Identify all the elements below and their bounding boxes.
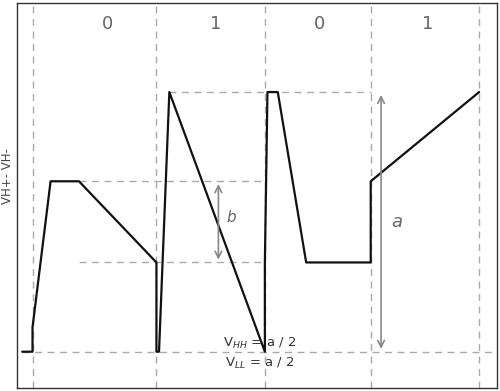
Text: a: a [392,213,402,231]
Text: 0: 0 [314,15,324,33]
Text: 1: 1 [210,15,222,33]
Text: 0: 0 [102,15,113,33]
Text: V$_{HH}$ = a / 2: V$_{HH}$ = a / 2 [223,336,296,352]
Text: VH+- VH-: VH+- VH- [1,148,14,204]
Text: 1: 1 [422,15,433,33]
Text: b: b [226,210,236,225]
Text: V$_{LL}$ = a / 2: V$_{LL}$ = a / 2 [225,356,294,371]
